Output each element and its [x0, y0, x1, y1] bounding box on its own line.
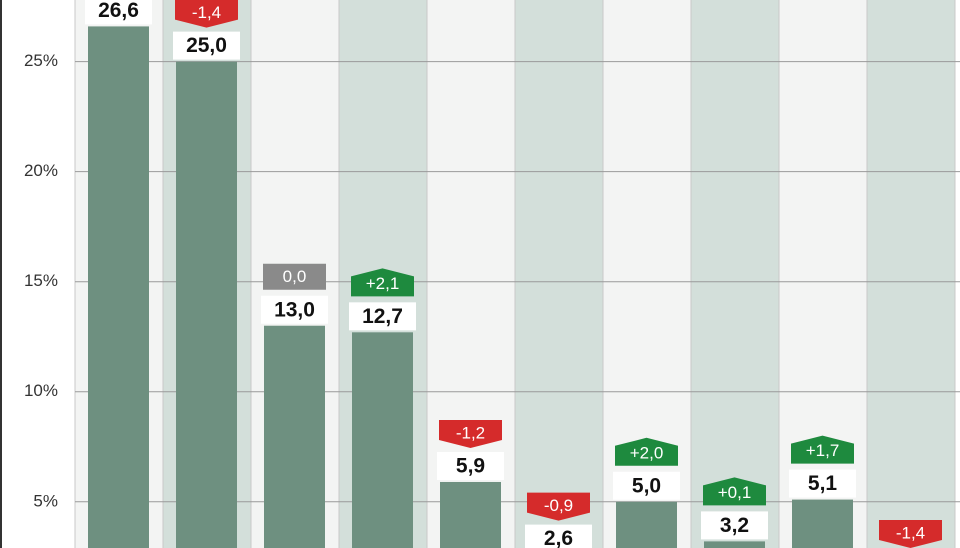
value-label: 13,0 [274, 298, 315, 321]
value-label: 25,0 [186, 34, 227, 57]
value-label-bg [525, 524, 592, 548]
value-label-bg [349, 302, 416, 331]
y-tick-label: 25% [24, 51, 58, 70]
y-tick-label: 5% [33, 491, 58, 510]
y-tick-label: 15% [24, 271, 58, 290]
change-label: +0,1 [718, 483, 752, 502]
value-label-bg [789, 469, 856, 498]
column-stripe [515, 0, 603, 548]
bar [704, 541, 765, 548]
change-badge [791, 435, 854, 464]
value-label-bg [85, 0, 152, 25]
change-badge [703, 477, 766, 506]
bar [176, 61, 237, 548]
bar [352, 332, 413, 548]
bar [792, 499, 853, 548]
bar [264, 325, 325, 548]
value-label-bg [701, 511, 768, 540]
value-label-bg [437, 451, 504, 480]
y-tick-label: 20% [24, 161, 58, 180]
value-label-bg [261, 295, 328, 324]
change-label: +2,0 [630, 443, 664, 462]
column-stripe [691, 0, 779, 548]
value-label-bg [613, 471, 680, 500]
column-stripe [603, 0, 691, 548]
bar [440, 481, 501, 548]
y-tick-label: 10% [24, 381, 58, 400]
change-badge [879, 520, 942, 548]
change-badge [175, 0, 238, 28]
change-label: -1,2 [456, 423, 485, 442]
value-label: 12,7 [362, 305, 403, 328]
value-label: 26,6 [98, 0, 139, 22]
change-label: -1,4 [192, 3, 221, 22]
change-badge [439, 419, 502, 448]
column-stripe [779, 0, 867, 548]
change-badge [527, 492, 590, 521]
change-badge [263, 263, 326, 290]
value-label: 2,6 [544, 527, 573, 548]
value-label: 5,0 [632, 474, 661, 497]
change-badge [615, 437, 678, 466]
column-stripe [867, 0, 955, 548]
change-label: +2,1 [366, 274, 400, 293]
value-label-bg [173, 31, 240, 60]
change-badge [351, 268, 414, 297]
value-label: 3,2 [720, 514, 749, 537]
value-label: 5,1 [808, 472, 838, 495]
change-label: 0,0 [283, 267, 307, 286]
change-label: +1,7 [806, 441, 840, 460]
bar [88, 26, 149, 548]
bar [616, 501, 677, 548]
change-label: -1,4 [896, 523, 925, 542]
change-label: -0,9 [544, 496, 573, 515]
value-label: 5,9 [456, 455, 485, 478]
